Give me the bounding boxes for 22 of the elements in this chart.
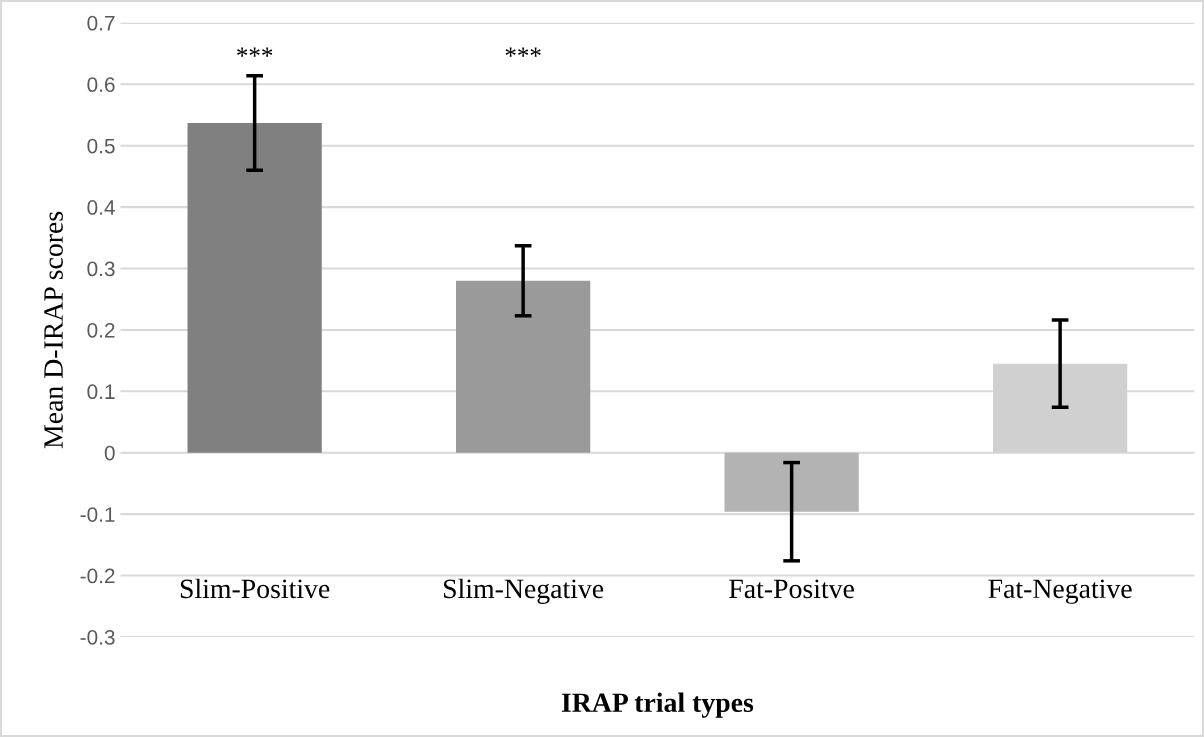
y-tick-label: -0.2: [80, 568, 115, 584]
y-tick-label: -0.1: [80, 507, 115, 522]
y-tick-label: 0.7: [87, 15, 115, 31]
bar: [724, 452, 859, 512]
bar: [187, 122, 322, 453]
y-axis-title: Mean D-IRAP scores: [44, 211, 63, 449]
y-tick-label: -0.3: [80, 629, 115, 645]
x-tick-label: Fat-Negative: [988, 579, 1132, 604]
annotation: ***: [505, 47, 541, 57]
y-tick-label: 0.1: [87, 384, 115, 400]
y-tick-label: 0.4: [87, 200, 115, 215]
x-tick-label: Fat-Positve: [729, 579, 854, 599]
y-tick-label: 0.6: [87, 77, 115, 93]
y-tick-label: 0: [104, 445, 115, 461]
x-tick-label: Slim-Negative: [444, 578, 604, 604]
y-tick-label: 0.3: [87, 261, 115, 277]
x-tick-label: Slim-Positive: [180, 578, 330, 599]
x-axis-title: IRAP trial types: [561, 692, 754, 718]
y-tick-label: 0.5: [87, 138, 115, 154]
y-tick-label: 0.2: [87, 322, 115, 338]
annotation: ***: [237, 47, 273, 57]
bar: [456, 280, 591, 453]
